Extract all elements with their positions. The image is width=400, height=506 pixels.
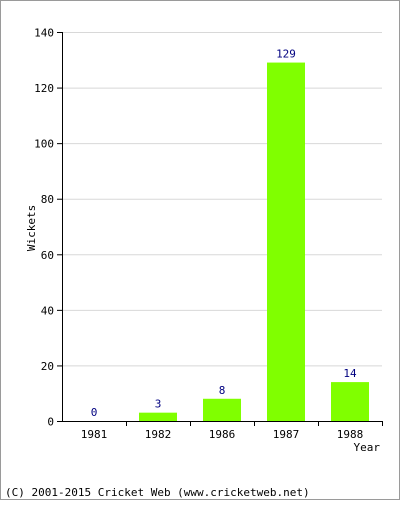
y-tick-label: 0 [47,416,54,429]
y-tick-label: 120 [34,82,54,95]
gridlines [62,32,382,367]
y-tick-labels: 0 20 40 60 80 100 120 140 [34,27,54,429]
x-tick-label: 1982 [145,428,172,441]
y-tick-label: 40 [41,304,54,317]
x-tick-labels: 1981 1982 1986 1987 1988 [81,428,364,441]
x-axis-title: Year [354,441,381,454]
footer-copyright: (C) 2001-2015 Cricket Web (www.cricketwe… [5,486,310,499]
x-tick-label: 1986 [209,428,236,441]
x-tick-label: 1988 [337,428,364,441]
y-tick-label: 140 [34,27,54,40]
data-labels: 0 3 8 129 14 [91,48,357,419]
x-tick-label: 1981 [81,428,108,441]
bar-1986 [203,398,241,421]
y-tick-label: 100 [34,138,54,151]
data-label-1986: 8 [219,384,226,397]
bar-1987 [267,62,305,422]
axes [57,32,383,426]
bar-1988 [331,382,369,421]
y-tick-label: 20 [41,360,54,373]
bar-1982 [139,412,177,421]
y-tick-label: 60 [41,249,54,262]
data-label-1981: 0 [91,406,98,419]
y-tick-label: 80 [41,193,54,206]
data-label-1982: 3 [155,398,162,411]
x-tick-label: 1987 [273,428,300,441]
data-label-1987: 129 [276,48,296,61]
bars [139,62,369,422]
y-axis-title: Wickets [25,205,38,251]
data-label-1988: 14 [343,367,357,380]
